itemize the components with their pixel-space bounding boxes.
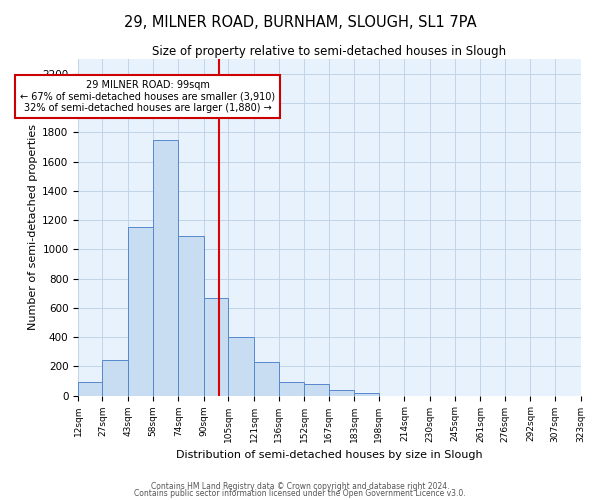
Bar	[204, 298, 229, 396]
Text: 29 MILNER ROAD: 99sqm
← 67% of semi-detached houses are smaller (3,910)
32% of s: 29 MILNER ROAD: 99sqm ← 67% of semi-deta…	[20, 80, 275, 113]
Bar	[178, 236, 204, 396]
Bar	[304, 384, 329, 396]
Bar	[355, 392, 379, 396]
Text: Contains HM Land Registry data © Crown copyright and database right 2024.: Contains HM Land Registry data © Crown c…	[151, 482, 449, 491]
Bar	[103, 360, 128, 396]
Text: 29, MILNER ROAD, BURNHAM, SLOUGH, SL1 7PA: 29, MILNER ROAD, BURNHAM, SLOUGH, SL1 7P…	[124, 15, 476, 30]
Bar	[78, 382, 103, 396]
Text: Contains public sector information licensed under the Open Government Licence v3: Contains public sector information licen…	[134, 489, 466, 498]
Bar	[278, 382, 304, 396]
Bar	[152, 140, 178, 396]
Bar	[254, 362, 278, 396]
X-axis label: Distribution of semi-detached houses by size in Slough: Distribution of semi-detached houses by …	[176, 450, 482, 460]
Bar	[329, 390, 355, 396]
Y-axis label: Number of semi-detached properties: Number of semi-detached properties	[28, 124, 38, 330]
Bar	[128, 228, 152, 396]
Bar	[229, 337, 254, 396]
Title: Size of property relative to semi-detached houses in Slough: Size of property relative to semi-detach…	[152, 45, 506, 58]
